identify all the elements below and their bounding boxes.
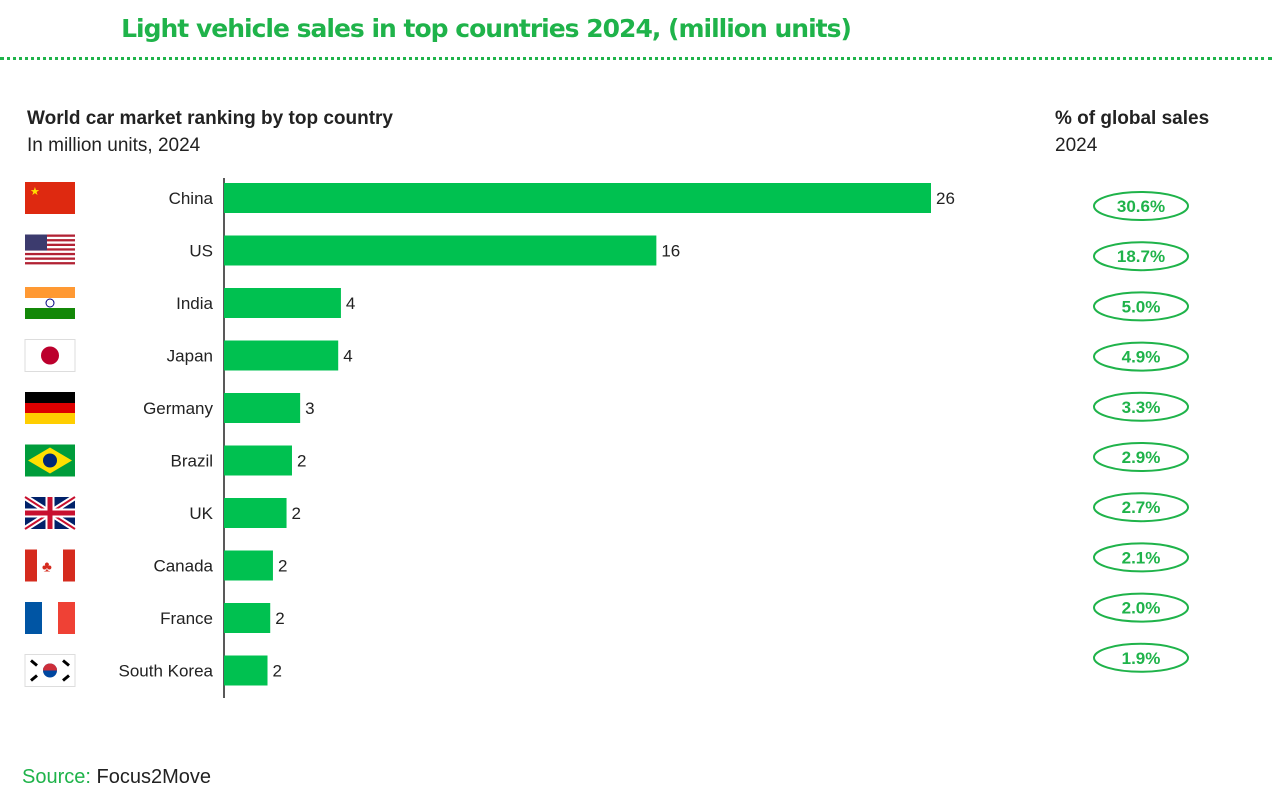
bar bbox=[224, 235, 657, 266]
share-badge bbox=[1093, 241, 1189, 272]
category-label: France bbox=[160, 609, 213, 628]
source-value: Focus2Move bbox=[96, 766, 212, 788]
value-label: 3 bbox=[305, 399, 314, 418]
category-label: UK bbox=[189, 504, 213, 523]
share-badge bbox=[1093, 442, 1189, 472]
japan-flag bbox=[24, 339, 76, 372]
canada-flag: ♣ bbox=[25, 549, 75, 582]
value-label: 2 bbox=[275, 609, 284, 628]
chart-subtitle: In million units, 2024 bbox=[27, 135, 201, 156]
share-badge bbox=[1093, 492, 1189, 523]
share-title: % of global sales bbox=[1055, 108, 1210, 129]
category-label: US bbox=[189, 242, 213, 261]
source-label: Source: bbox=[22, 766, 91, 788]
category-label: Brazil bbox=[170, 452, 213, 471]
svg-text:♣: ♣ bbox=[42, 559, 52, 576]
value-label: 2 bbox=[297, 452, 306, 471]
france-flag bbox=[25, 602, 75, 634]
value-label: 2 bbox=[292, 504, 301, 523]
share-badge bbox=[1093, 391, 1189, 422]
bar bbox=[224, 445, 292, 476]
share-badge bbox=[1093, 341, 1189, 372]
share-label: 4.9% bbox=[1122, 348, 1161, 367]
us-flag bbox=[25, 234, 75, 267]
china-flag: ★ bbox=[25, 182, 75, 214]
share-label: 1.9% bbox=[1122, 649, 1161, 668]
svg-text:★: ★ bbox=[30, 186, 40, 198]
category-label: India bbox=[176, 294, 213, 313]
bar bbox=[224, 603, 271, 633]
share-label: 30.6% bbox=[1117, 197, 1165, 216]
value-label: 2 bbox=[273, 662, 282, 681]
share-badge bbox=[1093, 191, 1189, 221]
share-badge bbox=[1093, 542, 1189, 573]
bar bbox=[224, 655, 268, 686]
dotted-divider bbox=[0, 57, 1272, 60]
bar bbox=[224, 183, 931, 213]
bar bbox=[224, 393, 301, 423]
share-label: 2.1% bbox=[1122, 548, 1161, 567]
value-label: 4 bbox=[346, 294, 355, 313]
page-title: Light vehicle sales in top countries 202… bbox=[121, 14, 852, 43]
germany-flag bbox=[25, 392, 75, 424]
bar bbox=[224, 498, 287, 528]
share-badge bbox=[1093, 592, 1189, 623]
source-note: Source: Focus2Move bbox=[22, 766, 211, 789]
share-subtitle: 2024 bbox=[1055, 135, 1098, 156]
bar bbox=[224, 340, 339, 371]
share-label: 2.7% bbox=[1122, 498, 1161, 517]
value-label: 16 bbox=[661, 242, 680, 261]
category-label: Germany bbox=[143, 399, 213, 418]
india-flag bbox=[25, 287, 75, 319]
value-label: 4 bbox=[343, 347, 352, 366]
bar bbox=[224, 288, 341, 318]
share-label: 2.0% bbox=[1122, 599, 1161, 618]
brazil-flag bbox=[25, 444, 75, 477]
share-label: 18.7% bbox=[1117, 247, 1165, 266]
value-label: 2 bbox=[278, 557, 287, 576]
share-label: 3.3% bbox=[1122, 398, 1161, 417]
category-label: Canada bbox=[153, 557, 213, 576]
bar bbox=[224, 550, 273, 581]
share-badge bbox=[1093, 642, 1189, 673]
share-label: 2.9% bbox=[1122, 448, 1161, 467]
share-badge bbox=[1093, 291, 1189, 322]
value-label: 26 bbox=[936, 189, 955, 208]
category-label: China bbox=[169, 189, 214, 208]
uk-flag bbox=[23, 494, 77, 532]
category-label: Japan bbox=[167, 347, 213, 366]
category-label: South Korea bbox=[118, 662, 213, 681]
chart-title: World car market ranking by top country bbox=[27, 108, 394, 129]
south-korea-flag bbox=[24, 654, 76, 687]
share-label: 5.0% bbox=[1122, 297, 1161, 316]
